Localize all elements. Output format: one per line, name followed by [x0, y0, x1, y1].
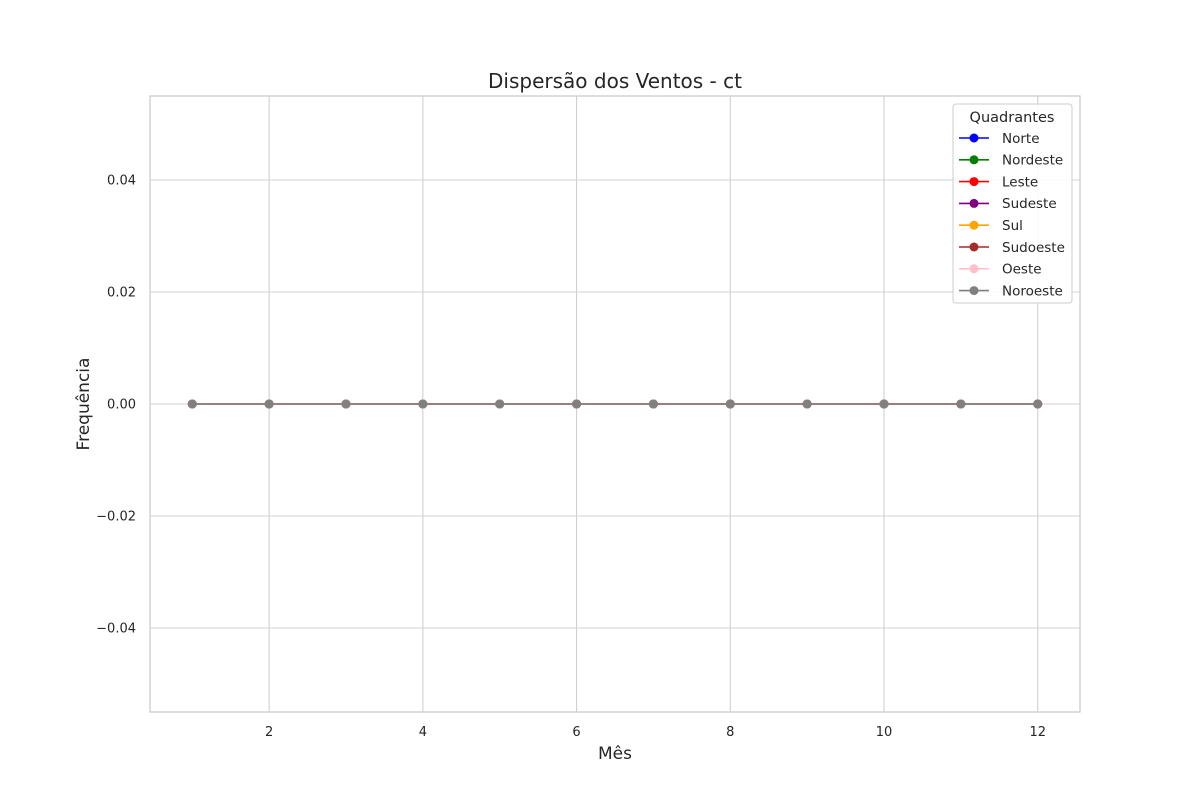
legend-label: Sudeste [1002, 196, 1057, 212]
legend: Quadrantes Norte Nordeste Leste Sudeste Sul S… [952, 103, 1073, 304]
chart-title: Dispersão dos Ventos - ct [488, 69, 742, 93]
legend-marker [969, 242, 979, 252]
data-point [418, 399, 428, 409]
legend-title: Quadrantes [970, 110, 1055, 126]
legend-label: Sul [1002, 218, 1023, 234]
legend-items: Norte Nordeste Leste Sudeste Sul Sudoeste Oest… [959, 131, 1065, 299]
series-group [187, 399, 1043, 409]
data-point [1033, 399, 1043, 409]
legend-item: Leste [959, 174, 1038, 190]
data-point [802, 399, 812, 409]
y-axis-title: Frequência [74, 358, 94, 451]
y-tick-label: 0.04 [107, 174, 136, 189]
legend-label: Sudoeste [1002, 240, 1065, 256]
x-tick-label: 6 [572, 725, 580, 740]
legend-item: Norte [959, 131, 1040, 147]
data-point [264, 399, 274, 409]
data-point [725, 399, 735, 409]
data-point [495, 399, 505, 409]
x-axis-title: Mês [598, 744, 632, 764]
x-tick-label: 2 [265, 725, 273, 740]
data-point [187, 399, 197, 409]
legend-marker [969, 155, 979, 165]
y-tick-label: 0.00 [107, 398, 136, 413]
tick-labels: 2 4 6 8 10 12 −0.04 −0.02 0.00 0.02 0.04 [96, 174, 1046, 741]
data-point [648, 399, 658, 409]
legend-label: Norte [1002, 131, 1040, 147]
data-point [879, 399, 889, 409]
legend-marker [969, 133, 979, 143]
data-point [572, 399, 582, 409]
legend-marker [969, 198, 979, 208]
legend-item: Oeste [959, 262, 1042, 278]
x-tick-label: 12 [1029, 725, 1046, 740]
legend-marker [969, 220, 979, 230]
data-point [956, 399, 966, 409]
legend-label: Leste [1002, 174, 1038, 190]
legend-item: Sudeste [959, 196, 1057, 212]
legend-marker [969, 286, 979, 296]
series-noroeste [187, 399, 1043, 409]
legend-item: Nordeste [959, 153, 1063, 169]
plot-border [149, 95, 1081, 713]
x-tick-label: 4 [419, 725, 427, 740]
y-tick-label: −0.04 [96, 622, 136, 637]
legend-item: Noroeste [959, 283, 1063, 299]
data-point [341, 399, 351, 409]
legend-box [952, 103, 1073, 304]
legend-label: Oeste [1002, 262, 1042, 278]
legend-label: Noroeste [1002, 283, 1063, 299]
legend-item: Sudoeste [959, 240, 1065, 256]
x-tick-label: 8 [726, 725, 734, 740]
legend-marker [969, 264, 979, 274]
y-tick-label: −0.02 [96, 510, 136, 525]
plot-frame [149, 95, 1081, 713]
legend-label: Nordeste [1002, 153, 1063, 169]
x-tick-label: 10 [876, 725, 893, 740]
legend-marker [969, 177, 979, 187]
legend-item: Sul [959, 218, 1023, 234]
y-tick-label: 0.02 [107, 286, 136, 301]
